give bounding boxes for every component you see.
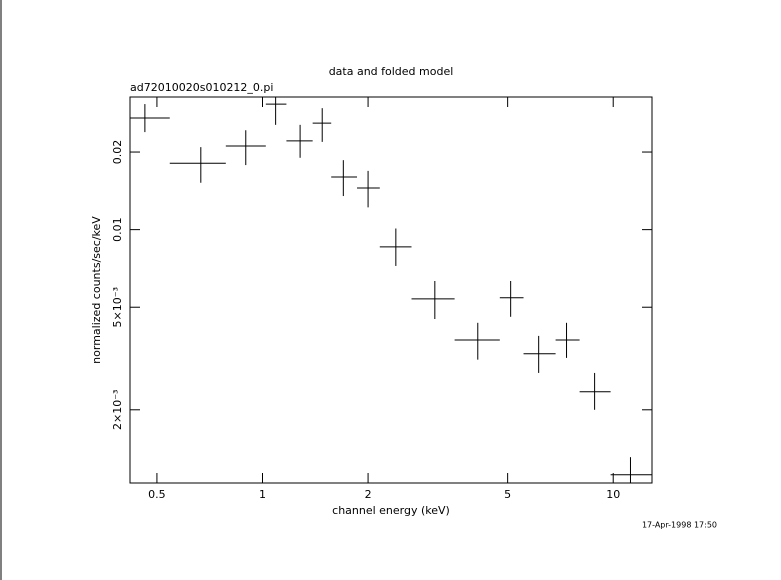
y-axis-label: normalized counts/sec/keV bbox=[90, 216, 103, 364]
x-axis-label: channel energy (keV) bbox=[332, 504, 450, 517]
chart-subtitle: ad72010020s010212_0.pi bbox=[130, 81, 273, 94]
chart-title: data and folded model bbox=[329, 65, 454, 78]
x-tick-label: 5 bbox=[504, 488, 511, 501]
x-tick-label: 2 bbox=[365, 488, 372, 501]
y-tick-label: 5×10⁻³ bbox=[111, 287, 124, 327]
plot-frame bbox=[129, 96, 653, 484]
y-tick-label: 0.02 bbox=[111, 140, 124, 165]
x-tick-label: 1 bbox=[259, 488, 266, 501]
x-tick-label: 0.5 bbox=[148, 488, 166, 501]
y-tick-label: 2×10⁻³ bbox=[111, 390, 124, 430]
timestamp: 17-Apr-1998 17:50 bbox=[642, 521, 717, 530]
y-tick-label: 0.01 bbox=[111, 217, 124, 242]
x-tick-label: 10 bbox=[606, 488, 620, 501]
